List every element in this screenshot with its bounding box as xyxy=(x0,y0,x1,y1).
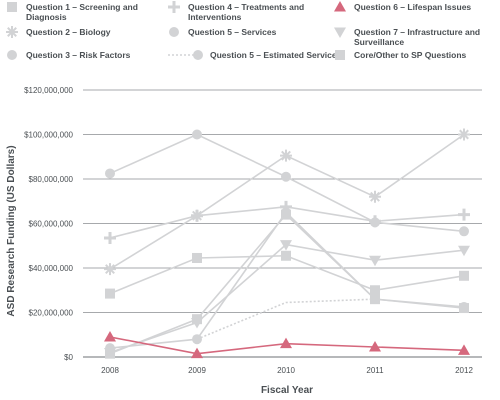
data-point xyxy=(281,250,291,261)
legend-marker-icon xyxy=(193,50,203,60)
data-point xyxy=(280,149,292,162)
chart-plot-area xyxy=(104,128,470,359)
legend-label: Diagnosis xyxy=(26,12,67,22)
y-axis-title: ASD Research Funding (US Dollars) xyxy=(6,145,17,316)
y-tick-label: $0 xyxy=(64,353,73,362)
data-point xyxy=(104,263,116,276)
data-point xyxy=(459,301,469,312)
series-line xyxy=(109,243,465,354)
legend-marker-icon xyxy=(168,1,180,13)
legend-label: Question 2 – Biology xyxy=(26,27,111,37)
data-point xyxy=(459,226,469,237)
x-tick-label: 2011 xyxy=(366,366,384,375)
data-point xyxy=(458,344,470,355)
data-point xyxy=(281,207,291,218)
legend-item: Question 2 – Biology xyxy=(6,26,111,38)
legend-item: Question 3 – Risk Factors xyxy=(7,50,131,60)
series-line xyxy=(196,298,376,340)
data-point xyxy=(104,330,116,342)
chart-gridlines xyxy=(83,89,482,358)
legend-label: Core/Other to SP Questions xyxy=(354,50,467,60)
data-point xyxy=(281,171,291,182)
legend-item: Question 7 – Infrastructure andSurveilla… xyxy=(334,27,480,47)
data-point xyxy=(191,347,203,359)
data-point xyxy=(458,245,470,257)
legend-label: Question 5 – Estimated Services xyxy=(210,50,342,60)
legend-item: Core/Other to SP Questions xyxy=(335,50,467,60)
x-tick-label: 2012 xyxy=(455,366,473,375)
legend-label: Question 5 – Services xyxy=(188,27,277,37)
series-group xyxy=(105,207,469,354)
legend-marker-icon xyxy=(7,2,17,12)
y-tick-label: $100,000,000 xyxy=(24,131,73,140)
chart-legend: Question 1 – Screening andDiagnosisQuest… xyxy=(6,1,480,60)
data-point xyxy=(459,270,469,281)
x-tick-label: 2010 xyxy=(277,366,295,375)
x-tick-label: 2009 xyxy=(188,366,206,375)
y-tick-label: $80,000,000 xyxy=(29,175,74,184)
legend-marker-icon xyxy=(334,1,346,12)
data-point xyxy=(369,340,381,352)
legend-marker-icon xyxy=(334,27,346,38)
y-tick-label: $40,000,000 xyxy=(29,264,74,273)
series-group xyxy=(104,200,470,244)
data-point xyxy=(191,318,203,329)
data-point xyxy=(370,285,380,296)
data-point xyxy=(458,208,470,221)
legend-marker-icon xyxy=(169,27,179,37)
legend-label: Question 1 – Screening and xyxy=(26,2,138,12)
legend-item: Question 6 – Lifespan Issues xyxy=(334,1,471,12)
data-point xyxy=(280,337,292,349)
legend-marker-icon xyxy=(7,50,17,60)
data-point xyxy=(104,231,116,244)
legend-label: Interventions xyxy=(188,12,242,22)
y-tick-label: $20,000,000 xyxy=(29,309,74,318)
x-axis-ticks: 2008 2009 2010 2011 2012 xyxy=(101,366,473,375)
series-line xyxy=(109,211,465,349)
y-tick-label: $60,000,000 xyxy=(29,220,74,229)
legend-label: Question 6 – Lifespan Issues xyxy=(354,2,471,12)
x-tick-label: 2008 xyxy=(101,366,119,375)
legend-label: Question 3 – Risk Factors xyxy=(26,50,131,60)
x-axis-title: Fiscal Year xyxy=(261,385,313,396)
series-group xyxy=(104,240,470,359)
legend-item: Question 5 – Estimated Services xyxy=(168,50,342,60)
data-point xyxy=(280,240,292,251)
data-point xyxy=(458,128,470,141)
legend-marker-icon xyxy=(6,26,18,38)
series-group xyxy=(196,298,376,340)
legend-label: Question 4 – Treatments and xyxy=(188,2,304,12)
data-point xyxy=(104,348,116,359)
series-group xyxy=(104,330,470,359)
data-point xyxy=(369,190,381,203)
data-point xyxy=(369,255,381,267)
legend-label: Surveillance xyxy=(354,37,404,47)
data-point xyxy=(369,215,381,228)
series-line xyxy=(109,254,465,295)
series-group xyxy=(105,129,469,237)
data-point xyxy=(105,288,115,299)
legend-label: Question 7 – Infrastructure and xyxy=(354,27,480,37)
series-group xyxy=(105,250,469,299)
data-point xyxy=(192,129,202,140)
y-tick-label: $120,000,000 xyxy=(24,86,73,95)
data-point xyxy=(192,252,202,263)
data-point xyxy=(191,209,203,222)
data-point xyxy=(105,168,115,179)
legend-marker-icon xyxy=(335,50,345,60)
y-axis-ticks: $0 $20,000,000 $40,000,000 $60,000,000 $80,0… xyxy=(24,86,73,362)
legend-item: Question 5 – Services xyxy=(169,27,277,37)
